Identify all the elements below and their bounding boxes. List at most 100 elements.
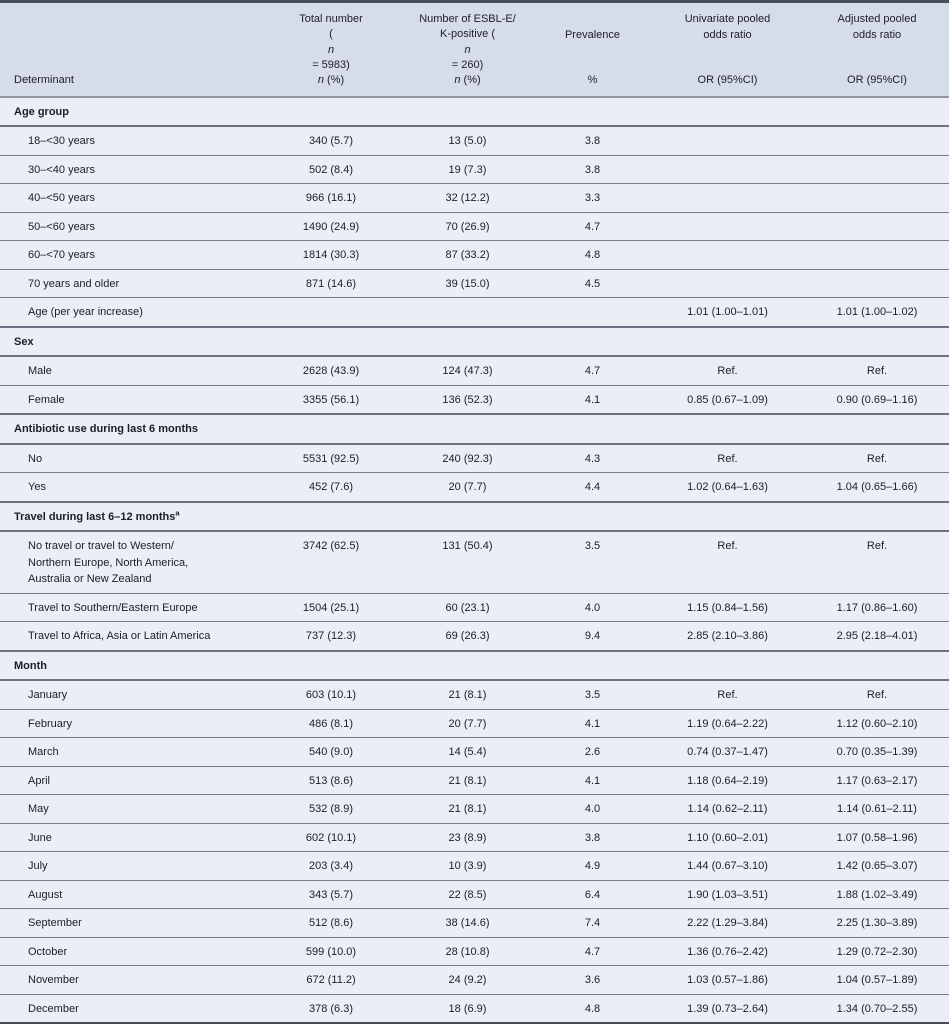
cell-univariate-or [650,241,805,270]
section-title: Sex [14,335,34,348]
row-label: Travel to Southern/Eastern Europe [28,601,198,614]
column-subtitle: % [587,73,598,86]
cell-adjusted-or [805,269,949,298]
cell-total-number [262,298,400,327]
cell-adjusted-or: 1.29 (0.72–2.30) [836,945,918,958]
cell-esbl-positive: 38 (14.6) [445,917,490,930]
row-label: 18–<30 years [28,135,95,148]
cell-total-number: 966 (16.1) [305,192,357,205]
cell-adjusted-or [805,155,949,184]
cell-univariate-or: 1.36 (0.76–2.42) [687,945,768,958]
cell-prevalence: 4.1 [584,717,601,730]
table-row: November 672 (11.2) 24 (9.2) 3.6 1.03 (0.57–… [0,966,949,995]
cell-adjusted-or: 1.01 (1.00–1.02) [836,306,918,319]
column-subtitle: OR (95%CI) [847,73,907,86]
table-row: December 378 (6.3) 18 (6.9) 4.8 1.39 (0.73–2… [0,994,949,1023]
row-label: November [28,974,79,987]
table-row: No travel or travel to Western/ Northern… [0,531,949,594]
cell-esbl-positive: 69 (26.3) [445,630,490,643]
cell-esbl-positive: 70 (26.9) [445,220,490,233]
cell-adjusted-or: 2.95 (2.18–4.01) [836,630,918,643]
row-label: 40–<50 years [28,192,95,205]
cell-univariate-or: 1.15 (0.84–1.56) [687,601,768,614]
row-label: No travel or travel to Western/ Northern… [28,540,189,586]
cell-esbl-positive: 39 (15.0) [445,277,490,290]
cell-esbl-positive: 23 (8.9) [448,831,487,844]
table-row: Yes 452 (7.6) 20 (7.7) 4.4 1.02 (0.64–1.63) 1… [0,473,949,502]
cell-prevalence: 6.4 [584,888,601,901]
table-row: Travel to Southern/Eastern Europe 1504 (2… [0,593,949,622]
cell-prevalence: 4.1 [584,393,601,406]
cell-total-number: 603 (10.1) [305,689,357,702]
cell-esbl-positive: 131 (50.4) [442,540,493,553]
cell-univariate-or [650,212,805,241]
row-label: Age (per year increase) [28,306,143,319]
table-header: Determinant Total number (n = 5983) n (%) N… [0,1,949,97]
row-label: October [28,945,68,958]
cell-total-number: 737 (12.3) [305,630,357,643]
cell-total-number: 502 (8.4) [308,163,354,176]
cell-univariate-or: Ref. [717,540,738,553]
cell-univariate-or: 2.85 (2.10–3.86) [687,630,768,643]
cell-prevalence: 3.8 [584,163,601,176]
cell-total-number: 378 (6.3) [308,1002,354,1015]
cell-univariate-or: 1.03 (0.57–1.86) [687,974,768,987]
cell-adjusted-or: 1.04 (0.65–1.66) [836,481,918,494]
column-header-total-number: Total number (n = 5983) n (%) [262,2,400,97]
table-row: August 343 (5.7) 22 (8.5) 6.4 1.90 (1.03–3.5… [0,880,949,909]
cell-total-number: 513 (8.6) [308,774,354,787]
row-label: April [28,774,51,787]
cell-esbl-positive: 10 (3.9) [448,860,487,873]
cell-univariate-or [650,155,805,184]
table-row: May 532 (8.9) 21 (8.1) 4.0 1.14 (0.62–2.11) 1… [0,795,949,824]
cell-total-number: 3355 (56.1) [302,393,360,406]
section-row: Age group [0,96,949,127]
column-title: Prevalence [564,28,621,41]
cell-adjusted-or [805,184,949,213]
cell-esbl-positive: 28 (10.8) [445,945,490,958]
row-label: Yes [28,481,46,494]
table-row: April 513 (8.6) 21 (8.1) 4.1 1.18 (0.64–2.19… [0,766,949,795]
cell-adjusted-or: 1.42 (0.65–3.07) [836,860,918,873]
row-label: Travel to Africa, Asia or Latin America [28,630,211,643]
cell-univariate-or: 1.39 (0.73–2.64) [687,1002,768,1015]
cell-esbl-positive: 22 (8.5) [448,888,487,901]
cell-univariate-or: 1.02 (0.64–1.63) [687,481,768,494]
cell-adjusted-or: 1.12 (0.60–2.10) [836,717,918,730]
cell-adjusted-or: Ref. [866,540,888,553]
cell-total-number: 871 (14.6) [305,277,357,290]
section-title: Age group [14,105,69,118]
row-label: Male [28,365,52,378]
cell-esbl-positive [400,298,535,327]
cell-prevalence: 3.8 [584,135,601,148]
cell-esbl-positive: 136 (52.3) [442,393,493,406]
cell-univariate-or: 0.74 (0.37–1.47) [687,746,768,759]
cell-univariate-or: 2.22 (1.29–3.84) [687,917,768,930]
cell-prevalence: 7.4 [584,917,601,930]
row-label: No [28,452,43,465]
cell-univariate-or: 1.19 (0.64–2.22) [687,717,768,730]
cell-adjusted-or: 1.07 (0.58–1.96) [836,831,918,844]
cell-univariate-or: 1.18 (0.64–2.19) [687,774,768,787]
column-header-univariate-or: Univariate pooled odds ratio OR (95%CI) [650,2,805,97]
row-label: February [28,717,73,730]
row-label: Female [28,393,65,406]
row-label: 70 years and older [28,277,120,290]
footnote-marker: a [175,508,180,518]
cell-esbl-positive: 19 (7.3) [448,163,487,176]
table-row: Travel to Africa, Asia or Latin America 7… [0,622,949,651]
row-label: March [28,746,59,759]
row-label: 50–<60 years [28,220,95,233]
cell-prevalence: 4.9 [584,860,601,873]
cell-total-number: 2628 (43.9) [302,365,360,378]
cell-total-number: 1490 (24.9) [302,220,360,233]
cell-esbl-positive: 20 (7.7) [448,717,487,730]
cell-adjusted-or: 1.17 (0.86–1.60) [836,601,918,614]
cell-adjusted-or [805,241,949,270]
table-row: 60–<70 years 1814 (30.3) 87 (33.2) 4.8 [0,241,949,270]
cell-prevalence: 4.7 [584,220,601,233]
cell-adjusted-or: 1.34 (0.70–2.55) [836,1002,918,1015]
cell-esbl-positive: 21 (8.1) [448,803,487,816]
